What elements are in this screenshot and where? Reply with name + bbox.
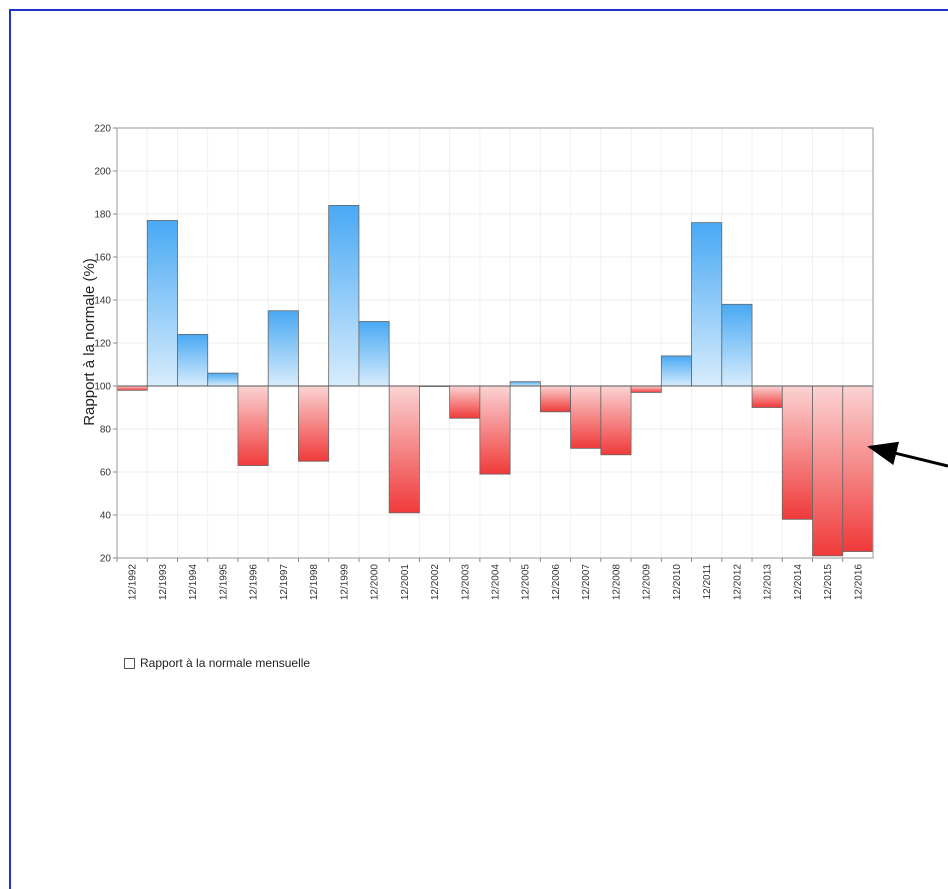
bar-12-2010 <box>660 355 692 387</box>
x-tick-label: 12/2005 <box>521 564 532 601</box>
x-tick-label: 12/1992 <box>128 564 139 601</box>
y-axis-label: Rapport à la normale (%) <box>81 258 98 426</box>
x-tick-label: 12/2014 <box>793 564 804 601</box>
y-tick-label: 180 <box>94 210 111 221</box>
legend: Rapport à la normale mensuelle <box>124 656 310 670</box>
x-tick-label: 12/2015 <box>823 564 834 601</box>
x-tick-label: 12/1997 <box>279 564 290 601</box>
x-tick-label: 12/2013 <box>763 564 774 601</box>
x-tick-label: 12/2006 <box>551 564 562 601</box>
y-tick-label: 20 <box>100 554 112 565</box>
bar-12-2003 <box>449 385 481 419</box>
bar-12-2015 <box>812 385 844 557</box>
bar-12-2013 <box>751 385 783 408</box>
x-tick-label: 12/1993 <box>158 564 169 601</box>
x-tick-label: 12/1995 <box>218 564 229 601</box>
x-tick-label: 12/2010 <box>672 564 683 601</box>
x-tick-label: 12/2004 <box>491 564 502 601</box>
bar-12-2005 <box>509 381 541 387</box>
y-tick-label: 100 <box>94 382 111 393</box>
y-tick-label: 200 <box>94 167 111 178</box>
x-tick-label: 12/2012 <box>732 564 743 601</box>
bar-12-2014 <box>781 385 813 520</box>
bar-12-2012 <box>721 303 753 387</box>
bar-12-1998 <box>298 385 330 462</box>
x-tick-label: 12/1999 <box>339 564 350 601</box>
bar-12-2001 <box>388 385 420 514</box>
bar-12-2007 <box>570 385 602 449</box>
x-tick-label: 12/1994 <box>188 564 199 601</box>
x-tick-label: 12/2001 <box>400 564 411 601</box>
bar-12-1996 <box>237 385 269 466</box>
annotation-arrow <box>867 441 948 468</box>
bar-12-1997 <box>267 310 299 387</box>
bar-12-2016 <box>842 385 874 552</box>
y-tick-label: 60 <box>100 468 112 479</box>
y-tick-label: 80 <box>100 425 112 436</box>
bar-12-1993 <box>146 220 178 387</box>
bar-12-1994 <box>177 333 209 387</box>
page-frame <box>9 9 948 889</box>
x-tick-label: 12/2007 <box>581 564 592 601</box>
bar-12-1995 <box>207 372 239 387</box>
grid <box>116 127 874 559</box>
bar-12-2011 <box>691 222 723 387</box>
bar-12-1992 <box>116 385 148 391</box>
legend-checkbox[interactable] <box>124 657 135 669</box>
x-tick-label: 12/2011 <box>702 564 713 600</box>
y-tick-label: 140 <box>94 296 111 307</box>
bars <box>116 204 874 557</box>
bar-12-2006 <box>539 385 571 413</box>
y-tick-label: 220 <box>94 124 111 135</box>
y-tick-label: 120 <box>94 339 111 350</box>
plot-border <box>116 127 874 559</box>
bar-12-2000 <box>358 321 390 387</box>
bar-12-2008 <box>600 385 632 456</box>
x-tick-label: 12/1998 <box>309 564 320 601</box>
y-tick-label: 40 <box>100 511 112 522</box>
x-tick-label: 12/2002 <box>430 564 441 601</box>
x-tick-label: 12/2008 <box>611 564 622 601</box>
x-tick-label: 12/2003 <box>460 564 471 601</box>
bar-12-1999 <box>328 204 360 387</box>
bar-12-2009 <box>630 385 662 393</box>
y-tick-label: 160 <box>94 253 111 264</box>
x-tick-label: 12/1996 <box>249 564 260 601</box>
x-tick-label: 12/2000 <box>370 564 381 601</box>
bar-12-2004 <box>479 385 511 475</box>
legend-label: Rapport à la normale mensuelle <box>140 656 311 670</box>
x-tick-label: 12/2009 <box>642 564 653 601</box>
x-tick-label: 12/2016 <box>853 564 864 601</box>
axes: 20 40 60 80 100 120 140 160 180 200 220 12/1992 12/1… <box>94 124 874 601</box>
